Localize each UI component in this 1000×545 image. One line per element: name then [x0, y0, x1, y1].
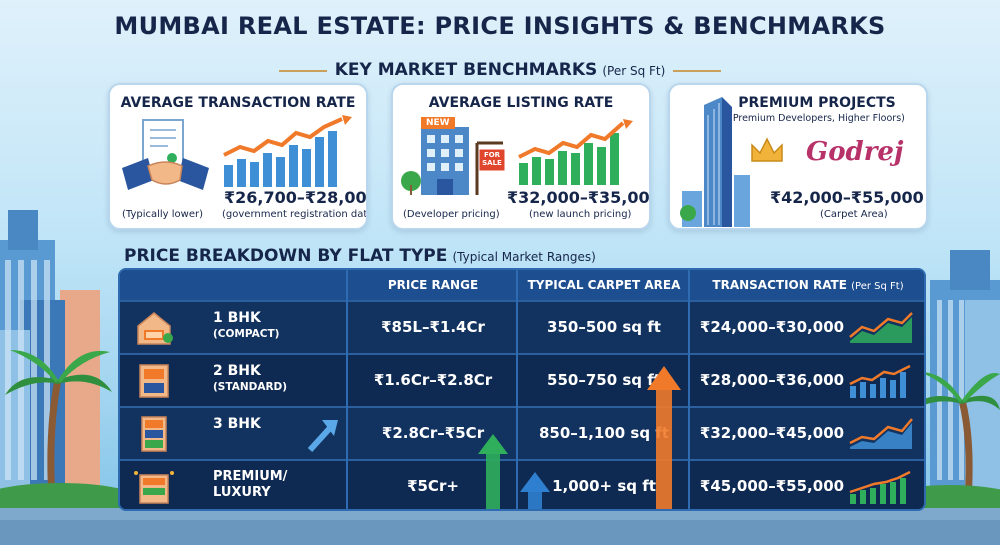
- benchmark-card-listing-rate: AVERAGE LISTING RATE NEW FOR SALE ₹32,00…: [391, 83, 651, 230]
- column-divider: [516, 270, 518, 509]
- benchmarks-heading-note: (Per Sq Ft): [602, 64, 666, 78]
- column-header-area: TYPICAL CARPET AREA: [527, 278, 681, 292]
- column-header-rate-note: (Per Sq Ft): [851, 281, 904, 292]
- card-title: AVERAGE TRANSACTION RATE: [120, 95, 356, 111]
- table-row: 1 BHK (COMPACT) ₹85L–₹1.4Cr 350–500 sq ft…: [120, 300, 924, 353]
- flat-type-label: 3 BHK: [213, 416, 261, 432]
- flat-type: 2 BHK (STANDARD): [213, 363, 287, 395]
- premium-tower-icon: [680, 97, 750, 227]
- price-cell: ₹85L–₹1.4Cr: [381, 318, 485, 336]
- table-row: 2 BHK (STANDARD) ₹1.6Cr–₹2.8Cr 550–750 sq…: [120, 353, 924, 406]
- handshake-icon: [122, 119, 209, 190]
- apartment-tall-icon: [141, 416, 167, 452]
- rate-trend-icon: [849, 418, 913, 449]
- crown-icon: [751, 137, 783, 162]
- rate-trend-icon: [849, 364, 911, 398]
- area-cell: 850–1,100 sq ft: [538, 424, 670, 442]
- rate-cell: ₹45,000–₹55,000: [699, 477, 845, 495]
- listing-trend-chart-icon: [518, 119, 633, 185]
- rate-cell: ₹28,000–₹36,000: [699, 371, 845, 389]
- card-title: PREMIUM PROJECTS: [738, 95, 896, 111]
- card-right-note: (new launch pricing): [529, 209, 632, 220]
- brand-logo: Godrej: [806, 137, 904, 167]
- benchmarks-heading-text: KEY MARKET BENCHMARKS: [334, 60, 598, 80]
- area-cell: 350–500 sq ft: [547, 318, 661, 336]
- growth-arrows-decoration: [307, 366, 681, 509]
- column-divider: [346, 270, 348, 509]
- benchmarks-heading: KEY MARKET BENCHMARKS (Per Sq Ft): [0, 60, 1000, 80]
- card-value: ₹42,000–₹55,000: [770, 188, 924, 207]
- benchmark-card-transaction-rate: AVERAGE TRANSACTION RATE ₹26,700–₹28,000…: [108, 83, 368, 230]
- card-left-note: (Typically lower): [122, 209, 204, 220]
- card-value: ₹26,700–₹28,000: [224, 188, 368, 207]
- rate-trend-icon: [849, 470, 911, 504]
- building-for-sale-icon: [401, 127, 506, 195]
- flat-type-sub: (COMPACT): [213, 328, 280, 340]
- card-value: ₹32,000–₹35,000: [507, 188, 651, 207]
- breakdown-heading-note: (Typical Market Ranges): [452, 250, 596, 264]
- flat-type-label: PREMIUM/: [213, 469, 288, 484]
- table-header: PRICE RANGE TYPICAL CARPET AREA TRANSACT…: [120, 270, 924, 300]
- flat-type: 3 BHK: [213, 416, 261, 432]
- rate-trend-icon: [849, 312, 913, 343]
- flat-type-sub: LUXURY: [213, 485, 271, 500]
- rate-cell: ₹24,000–₹30,000: [699, 318, 845, 336]
- card-subtitle: (Premium Developers, Higher Floors): [729, 113, 905, 124]
- card-left-note: (Developer pricing): [403, 209, 500, 220]
- column-header-rate: TRANSACTION RATE (Per Sq Ft): [690, 270, 924, 300]
- benchmark-card-premium-projects: PREMIUM PROJECTS (Premium Developers, Hi…: [668, 83, 928, 230]
- flat-type: 1 BHK (COMPACT): [213, 310, 279, 342]
- table-body: 1 BHK (COMPACT) ₹85L–₹1.4Cr 350–500 sq ft…: [120, 300, 924, 509]
- price-cell: ₹5Cr+: [407, 477, 459, 495]
- price-cell: ₹2.8Cr–₹5Cr: [381, 424, 485, 442]
- column-header-price: PRICE RANGE: [387, 278, 479, 292]
- card-title: AVERAGE LISTING RATE: [428, 95, 614, 111]
- transaction-trend-chart-icon: [223, 115, 352, 187]
- area-cell: 1,000+ sq ft: [552, 477, 656, 495]
- page-title: MUMBAI REAL ESTATE: PRICE INSIGHTS & BEN…: [114, 12, 886, 40]
- flat-type-label: 2 BHK: [213, 363, 261, 379]
- table-row: 3 BHK ₹2.8Cr–₹5Cr 850–1,100 sq ft ₹32,00…: [120, 406, 924, 459]
- breakdown-heading: PRICE BREAKDOWN BY FLAT TYPE (Typical Ma…: [124, 246, 596, 266]
- heading-rule-left: [278, 69, 327, 72]
- breakdown-heading-text: PRICE BREAKDOWN BY FLAT TYPE: [124, 246, 448, 266]
- apartment-icon: [139, 364, 169, 398]
- price-breakdown-table: PRICE RANGE TYPICAL CARPET AREA TRANSACT…: [118, 268, 926, 511]
- flat-type-label: 1 BHK: [213, 310, 261, 326]
- for-sale-sign-text: FOR SALE: [482, 151, 502, 167]
- price-cell: ₹1.6Cr–₹2.8Cr: [373, 371, 493, 389]
- flat-type-sub: (STANDARD): [213, 381, 288, 393]
- column-divider: [688, 270, 690, 509]
- luxury-building-icon: [134, 471, 174, 504]
- card-right-note: (government registration data): [222, 209, 368, 220]
- heading-rule-right: [673, 69, 722, 72]
- rate-cell: ₹32,000–₹45,000: [699, 424, 845, 442]
- card-right-note: (Carpet Area): [820, 209, 888, 220]
- flat-type: PREMIUM/LUXURY: [213, 469, 287, 501]
- house-icon: [137, 312, 173, 345]
- area-cell: 550–750 sq ft: [547, 371, 661, 389]
- column-header-rate-label: TRANSACTION RATE: [712, 278, 847, 292]
- table-row: PREMIUM/LUXURY ₹5Cr+ 1,000+ sq ft ₹45,00…: [120, 459, 924, 509]
- new-badge: NEW: [421, 117, 455, 129]
